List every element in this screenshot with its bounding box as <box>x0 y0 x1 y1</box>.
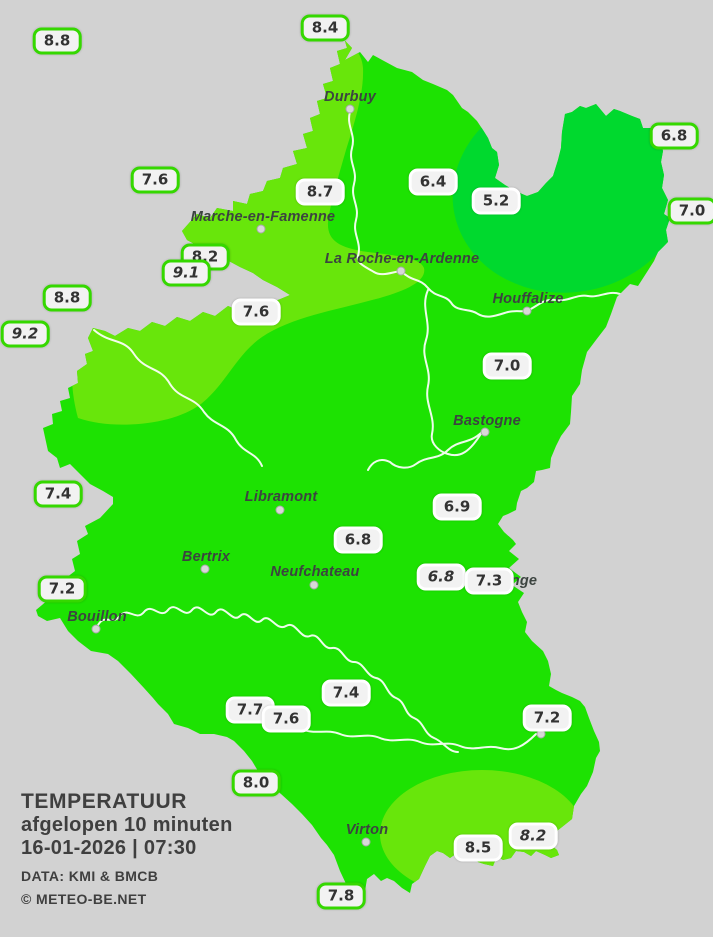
town-dot-Bertrix <box>200 564 210 574</box>
town-label-Marche-en-Famenne: Marche-en-Famenne <box>190 209 336 225</box>
temp-station-label-2: 6.8 <box>649 122 699 150</box>
river-semois <box>96 606 459 753</box>
temp-station-label-15: 6.9 <box>432 493 482 521</box>
town-label-Virton: Virton <box>345 822 389 838</box>
town-label-La Roche-en-Ardenne: La Roche-en-Ardenne <box>324 251 480 267</box>
town-dot-Marche-en-Famenne <box>256 224 266 234</box>
temp-station-label-13: 7.0 <box>482 352 532 380</box>
temp-station-label-7: 5.2 <box>471 187 521 215</box>
town-label-nge: nge <box>510 573 538 589</box>
temp-station-label-18: 7.3 <box>464 567 514 595</box>
temp-station-label-23: 7.2 <box>522 704 572 732</box>
temp-station-label-26: 8.5 <box>453 834 503 862</box>
temp-station-label-4: 7.6 <box>130 166 180 194</box>
town-label-Bertrix: Bertrix <box>181 549 231 565</box>
temp-station-label-11: 7.6 <box>231 298 281 326</box>
temp-station-label-3: 7.0 <box>667 197 713 225</box>
temp-station-label-5: 8.7 <box>295 178 345 206</box>
town-dot-La Roche-en-Ardenne <box>396 266 406 276</box>
temp-station-label-27: 7.8 <box>316 882 366 910</box>
river-bastogne-west <box>367 431 483 471</box>
temp-station-label-22: 7.6 <box>261 705 311 733</box>
map-datetime: 16-01-2026 | 07:30 <box>21 837 197 859</box>
temp-station-label-16: 6.8 <box>333 526 383 554</box>
map-title: TEMPERATUUR <box>21 790 188 813</box>
temp-station-label-0: 8.8 <box>32 27 82 55</box>
river-lesse <box>93 329 263 467</box>
title-block: TEMPERATUUR afgelopen 10 minuten 16-01-2… <box>21 790 233 910</box>
river-ourthe-orientale <box>400 270 659 318</box>
copyright: © METEO-BE.NET <box>21 891 147 907</box>
temp-station-label-6: 6.4 <box>408 168 458 196</box>
temp-station-label-14: 7.4 <box>33 480 83 508</box>
temp-station-label-1: 8.4 <box>300 14 350 42</box>
town-label-Bastogne: Bastogne <box>453 413 521 429</box>
town-dot-Virton <box>361 837 371 847</box>
map-subtitle: afgelopen 10 minuten <box>21 814 233 836</box>
town-label-Houffalize: Houffalize <box>492 291 564 307</box>
temp-station-label-17: 6.8 <box>416 563 466 591</box>
data-credit: DATA: KMI & BMCB <box>21 868 159 884</box>
town-label-Neufchateau: Neufchateau <box>270 564 360 580</box>
town-dot-Houffalize <box>522 306 532 316</box>
town-label-Bouillon: Bouillon <box>67 609 127 625</box>
town-dot-Durbuy <box>345 104 355 114</box>
town-label-Durbuy: Durbuy <box>324 89 376 105</box>
town-dot-Bastogne <box>480 427 490 437</box>
temp-station-label-19: 7.2 <box>37 575 87 603</box>
temp-station-label-9: 9.1 <box>161 259 211 287</box>
river-central <box>423 289 483 457</box>
river-south <box>299 727 537 751</box>
temp-station-label-20: 7.4 <box>321 679 371 707</box>
temp-station-label-10: 8.8 <box>42 284 92 312</box>
temp-station-label-24: 8.0 <box>231 769 281 797</box>
temp-zone-light-northwest <box>71 30 425 425</box>
town-dot-Bouillon <box>91 624 101 634</box>
river-ourthe <box>348 111 402 276</box>
temp-station-label-25: 8.2 <box>508 822 558 850</box>
town-label-Libramont: Libramont <box>244 489 318 505</box>
town-dot-Libramont <box>275 505 285 515</box>
temp-station-label-12: 9.2 <box>0 320 50 348</box>
town-dot-Neufchateau <box>309 580 319 590</box>
